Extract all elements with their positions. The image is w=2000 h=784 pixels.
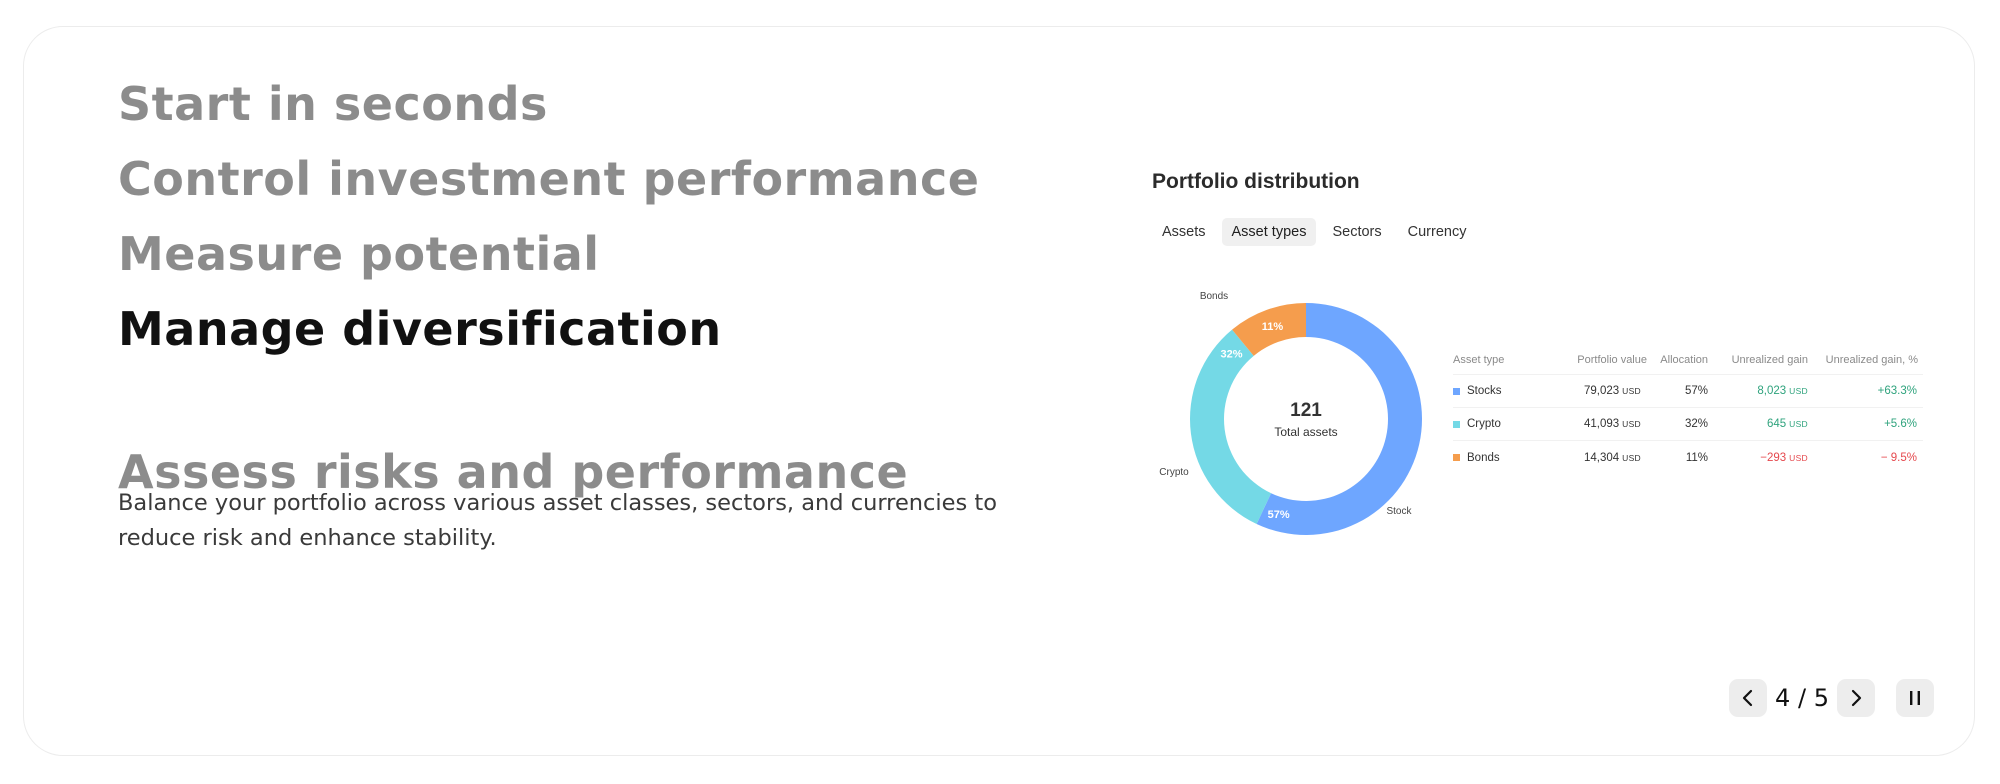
- tab-sectors[interactable]: Sectors: [1332, 224, 1382, 240]
- slice-stocks[interactable]: [1256, 303, 1422, 535]
- row-allocation: 11%: [1685, 451, 1708, 464]
- table-header-row: Asset type Portfolio value Allocation Un…: [1453, 345, 1923, 375]
- value-unit: USD: [1622, 419, 1641, 429]
- gain-unit: USD: [1789, 452, 1808, 463]
- feature-carousel-card: Start in seconds Control investment perf…: [23, 26, 1975, 756]
- feature-title-measure[interactable]: Measure potential: [118, 227, 600, 281]
- previous-button[interactable]: [1729, 679, 1767, 717]
- header-unrealized-gain: Unrealized gain: [1731, 353, 1808, 366]
- donut-chart-svg: 57% 32% 11% 121 Total assets Bonds Crypto Stock: [1159, 291, 1422, 535]
- row-type-cell: Bonds: [1453, 441, 1500, 474]
- stock-callout-label: Stock: [1386, 506, 1412, 517]
- row-value: 41,093 USD: [1584, 408, 1641, 440]
- feature-title-start[interactable]: Start in seconds: [118, 77, 548, 131]
- row-gain-pct: − 9.5%: [1880, 451, 1917, 464]
- feature-title-control[interactable]: Control investment performance: [118, 152, 980, 206]
- widget-title: Portfolio distribution: [1152, 170, 1360, 193]
- tab-currency[interactable]: Currency: [1407, 224, 1467, 240]
- feature-title-assess-risks[interactable]: Assess risks and performance: [118, 445, 909, 499]
- slice-label-stocks: 57%: [1268, 509, 1290, 521]
- row-gain-pct: +5.6%: [1884, 418, 1917, 430]
- gain-unit: USD: [1789, 419, 1808, 429]
- bonds-callout-label: Bonds: [1200, 291, 1228, 302]
- value-number: 14,304: [1583, 451, 1620, 464]
- row-gain: 8,023 USD: [1757, 375, 1808, 407]
- row-type: Crypto: [1467, 418, 1501, 430]
- row-type: Stocks: [1467, 385, 1502, 397]
- tab-assets[interactable]: Assets: [1162, 224, 1206, 240]
- slice-bonds[interactable]: [1232, 303, 1306, 356]
- header-asset-type: Asset type: [1453, 353, 1505, 366]
- portfolio-distribution-widget: Portfolio distribution Assets Asset type…: [1152, 167, 1923, 547]
- row-allocation: 32%: [1684, 418, 1708, 430]
- chevron-right-icon: [1851, 689, 1862, 707]
- row-type: Bonds: [1467, 451, 1500, 464]
- row-gain: 645 USD: [1767, 408, 1808, 440]
- asset-type-table: Asset type Portfolio value Allocation Un…: [1453, 345, 1923, 474]
- header-allocation: Allocation: [1660, 353, 1708, 366]
- row-type-cell: Stocks: [1453, 375, 1502, 407]
- slice-label-crypto: 32%: [1221, 349, 1243, 361]
- gain-unit: USD: [1789, 386, 1808, 396]
- page-total: 5: [1813, 684, 1829, 712]
- row-gain-pct: +63.3%: [1877, 385, 1917, 397]
- chevron-left-icon: [1742, 689, 1753, 707]
- value-unit: USD: [1622, 452, 1641, 463]
- pagination: 4 / 5: [1729, 679, 1875, 717]
- gain-number: 645: [1766, 418, 1787, 430]
- gain-number: 8,023: [1757, 385, 1787, 397]
- total-assets-label: Total assets: [1274, 425, 1337, 439]
- row-value: 79,023 USD: [1584, 375, 1641, 407]
- slice-label-bonds: 11%: [1262, 321, 1284, 333]
- value-number: 41,093: [1583, 418, 1620, 430]
- bonds-swatch: [1453, 454, 1460, 461]
- stocks-swatch: [1453, 387, 1460, 395]
- crypto-swatch: [1453, 420, 1460, 428]
- row-value: 14,304 USD: [1584, 441, 1641, 474]
- donut-chart: 57% 32% 11% 121 Total assets Bonds Crypto Stock: [1152, 279, 1432, 579]
- table-row: Bonds 14,304 USD 11% −293 USD − 9.5%: [1453, 441, 1923, 474]
- pause-button[interactable]: [1896, 679, 1934, 717]
- total-assets-value: 121: [1290, 400, 1322, 421]
- value-unit: USD: [1622, 386, 1641, 396]
- tab-asset-types[interactable]: Asset types: [1221, 218, 1317, 246]
- header-unrealized-gain-pct: Unrealized gain, %: [1825, 353, 1918, 366]
- page-separator: /: [1797, 684, 1807, 712]
- row-type-cell: Crypto: [1453, 408, 1501, 440]
- table-row: Stocks 79,023 USD 57% 8,023 USD +63.3%: [1453, 375, 1923, 408]
- pause-icon: [1910, 691, 1920, 705]
- row-allocation: 57%: [1684, 385, 1708, 397]
- value-number: 79,023: [1583, 385, 1620, 397]
- feature-title-diversification[interactable]: Manage diversification: [118, 302, 722, 356]
- crypto-callout-label: Crypto: [1159, 467, 1189, 478]
- page-counter: 4 / 5: [1767, 684, 1837, 712]
- next-button[interactable]: [1837, 679, 1875, 717]
- slice-crypto[interactable]: [1190, 329, 1272, 524]
- gain-number: −293: [1760, 451, 1787, 464]
- row-gain: −293 USD: [1760, 441, 1808, 474]
- page-current: 4: [1775, 684, 1791, 712]
- table-row: Crypto 41,093 USD 32% 645 USD +5.6%: [1453, 408, 1923, 441]
- feature-description: Balance your portfolio across various as…: [118, 490, 997, 551]
- header-portfolio-value: Portfolio value: [1577, 353, 1647, 366]
- distribution-tabs: Assets Asset types Sectors Currency: [1152, 218, 1476, 246]
